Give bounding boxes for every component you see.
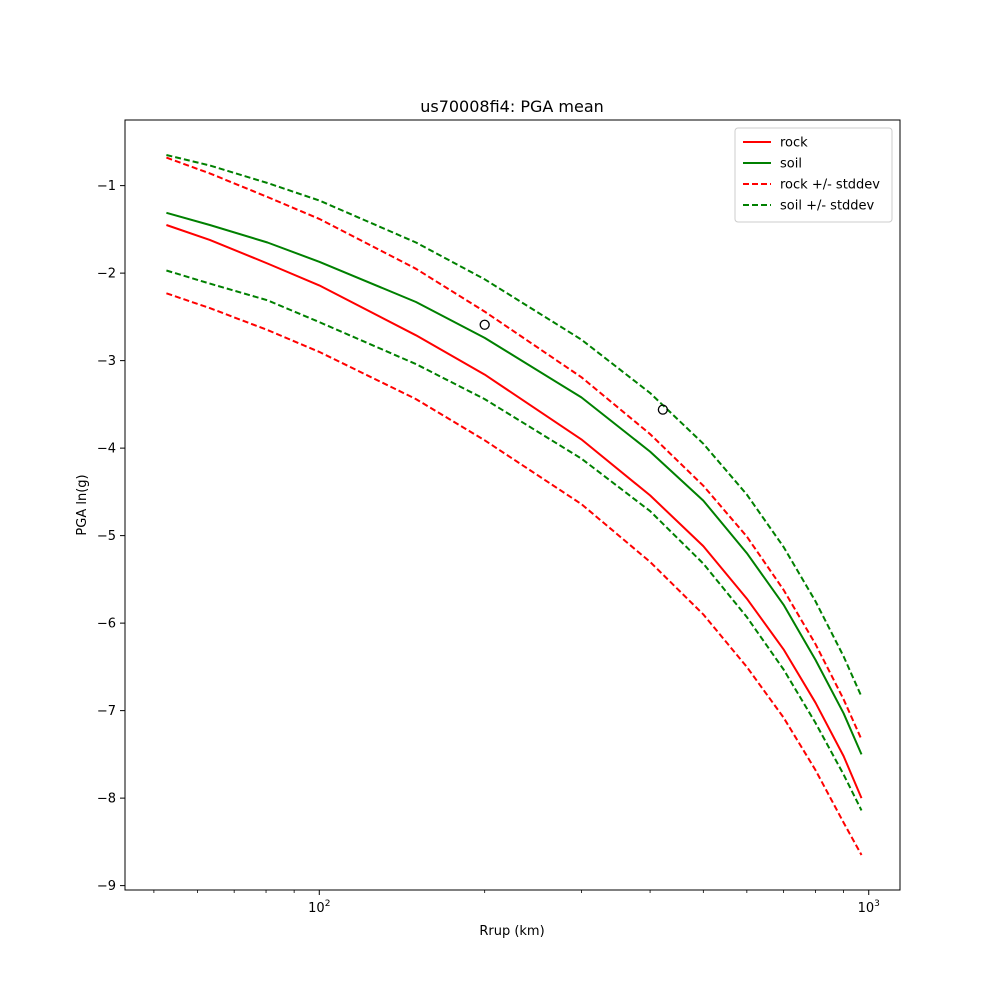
curves-group	[166, 154, 863, 856]
series-line-rock-stddev-2	[166, 156, 863, 740]
chart-title: us70008fi4: PGA mean	[420, 97, 604, 116]
y-tick-label: −4	[97, 442, 116, 457]
y-tick-label: −6	[97, 617, 116, 632]
y-tick-label: −1	[97, 179, 116, 194]
x-axis-label: Rrup (km)	[479, 924, 544, 939]
series-line-soil-stddev-5	[166, 269, 863, 811]
legend-label: soil	[780, 157, 802, 172]
x-tick-label: 102	[308, 899, 330, 916]
series-line-rock-0	[166, 224, 863, 799]
legend-label: soil +/- stddev	[780, 199, 875, 214]
y-tick-label: −8	[97, 792, 116, 807]
y-tick-label: −7	[97, 704, 116, 719]
axis-layer: −1 −2 −3 −4 −5 −6 −7 −8 −9 102 103	[97, 119, 901, 916]
y-tick-label: −5	[97, 529, 116, 544]
series-line-soil-1	[166, 211, 863, 755]
plot-frame	[124, 119, 901, 891]
plot-layer	[166, 154, 863, 856]
series-line-rock-stddev-3	[166, 292, 863, 856]
legend-label: rock	[780, 136, 808, 151]
y-tick-label: −2	[97, 267, 116, 282]
observation-marker-1	[657, 404, 669, 415]
legend: rock soil rock +/- stddev soil +/- stddev	[734, 127, 893, 223]
y-tick-label: −3	[97, 354, 116, 369]
legend-label: rock +/- stddev	[780, 178, 880, 193]
series-line-soil-stddev-4	[166, 154, 863, 698]
observation-marker-0	[479, 319, 490, 330]
legend-box	[734, 127, 893, 223]
y-tick-label: −9	[97, 879, 116, 894]
x-tick-label: 103	[858, 899, 880, 916]
y-axis-label: PGA ln(g)	[75, 474, 90, 535]
